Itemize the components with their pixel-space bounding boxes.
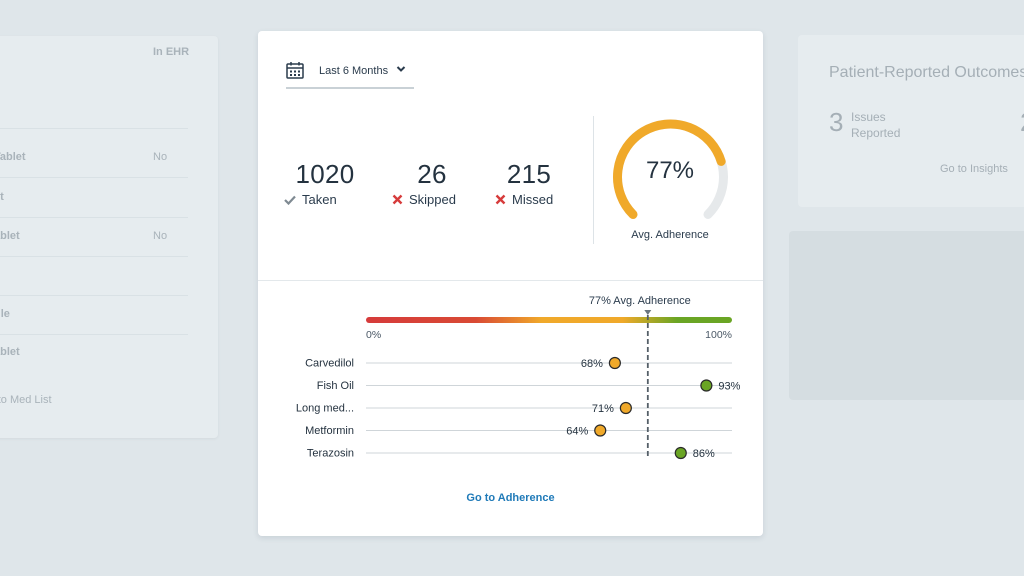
scale-max-label: 100% — [705, 329, 732, 341]
med-list-row[interactable]: 2 — [0, 90, 188, 129]
medication-list-card: s In EHR 2 Tablet No et ablet No ule abl… — [0, 36, 218, 438]
gauge-label: Avg. Adherence — [631, 229, 709, 241]
med-list-row[interactable]: Tablet No — [0, 139, 188, 178]
medication-label: Metformin — [305, 425, 354, 437]
go-to-adherence-link[interactable]: Go to Adherence — [466, 492, 555, 504]
issues-label: Issues Reported — [851, 110, 901, 140]
adherence-gauge — [613, 119, 728, 219]
secondary-count: 2 — [1020, 107, 1024, 138]
adherence-point[interactable] — [608, 356, 621, 370]
med-list-row[interactable]: ablet — [0, 334, 188, 372]
adherence-value-label: 68% — [581, 358, 603, 370]
taken-count: 1020 — [295, 159, 355, 189]
outcomes-title: Patient-Reported Outcomes — [829, 64, 1024, 81]
average-marker-icon — [644, 310, 652, 315]
adherence-scale-bar — [366, 317, 732, 323]
adherence-point[interactable] — [619, 401, 632, 415]
missed-count: 215 — [506, 159, 552, 189]
adherence-value-label: 71% — [592, 403, 614, 415]
medication-label: Long med... — [296, 403, 354, 415]
adherence-card: Last 6 Months 1020 Taken 26 Skipped 215 — [258, 31, 763, 536]
med-ehr-status: No — [153, 230, 168, 242]
scale-min-label: 0% — [366, 329, 381, 341]
med-list-header: s In EHR — [0, 36, 218, 76]
go-to-insights-link[interactable]: Go to Insights — [940, 163, 1008, 175]
medication-label: Carvedilol — [305, 358, 354, 370]
skipped-label: Skipped — [409, 192, 456, 207]
med-name: ablet — [0, 230, 20, 242]
go-to-med-list-link[interactable]: Go to Med List — [0, 394, 52, 406]
issues-count: 3 — [829, 107, 844, 137]
placeholder-card — [789, 231, 1024, 400]
stat-taken: 1020 Taken — [284, 159, 366, 207]
med-list-row[interactable]: ule — [0, 296, 188, 335]
med-list-row[interactable] — [0, 257, 188, 296]
check-icon — [284, 195, 296, 206]
med-ehr-status: No — [153, 151, 168, 163]
adherence-point[interactable] — [674, 446, 687, 460]
adherence-chart: 77% Avg. Adherence 0% 100% Carvedilol Fis… — [296, 295, 741, 460]
average-title: 77% Avg. Adherence — [589, 295, 691, 307]
missed-label: Missed — [512, 192, 554, 207]
chevron-down-icon — [396, 66, 406, 72]
gauge-value: 77% — [645, 157, 695, 184]
section-divider — [258, 280, 763, 281]
med-name: ule — [0, 308, 10, 320]
med-list-row[interactable]: et — [0, 179, 188, 218]
x-icon — [495, 194, 506, 205]
medication-label: Terazosin — [307, 448, 354, 460]
stat-missed: 215 Missed — [495, 159, 563, 207]
patient-reported-outcomes-card: Patient-Reported Outcomes 3 Issues Repor… — [798, 35, 1024, 207]
medication-label: Fish Oil — [317, 380, 354, 392]
adherence-value-label: 93% — [718, 381, 740, 393]
med-name: Tablet — [0, 151, 26, 163]
x-icon — [392, 194, 403, 205]
med-name: et — [0, 191, 4, 203]
period-label: Last 6 Months — [319, 65, 389, 77]
period-dropdown[interactable]: Last 6 Months — [286, 59, 414, 89]
med-name: ablet — [0, 346, 20, 358]
skipped-count: 26 — [417, 159, 447, 189]
adherence-point[interactable] — [594, 424, 607, 437]
gauge-fill — [613, 119, 726, 219]
taken-label: Taken — [302, 192, 337, 207]
adherence-value-label: 64% — [566, 426, 588, 438]
adherence-value-label: 86% — [693, 448, 715, 460]
calendar-icon — [286, 62, 304, 79]
adherence-point[interactable] — [700, 379, 713, 392]
stats-divider — [593, 116, 594, 244]
med-list-header-ehr: In EHR — [153, 46, 190, 58]
stat-skipped: 26 Skipped — [392, 159, 472, 207]
med-list-row[interactable]: ablet No — [0, 218, 188, 257]
